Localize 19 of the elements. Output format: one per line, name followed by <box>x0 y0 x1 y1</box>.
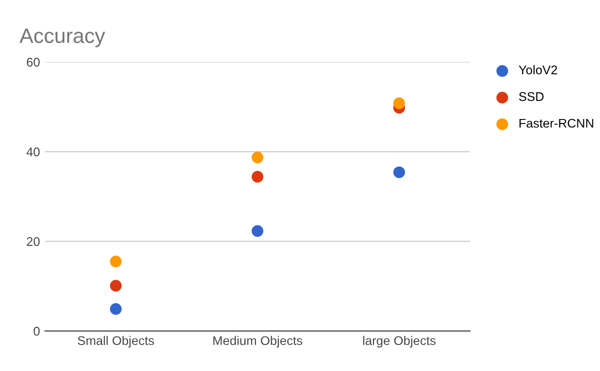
point <box>110 256 122 268</box>
y-tick-label: 60 <box>26 58 40 67</box>
point <box>110 303 122 315</box>
x-tick-label: large Objects <box>363 336 436 348</box>
legend-label: YoloV2 <box>518 65 558 74</box>
y-tick-label: 0 <box>34 326 40 336</box>
x-tick-label: Small Objects <box>78 336 154 348</box>
point <box>252 225 264 237</box>
legend-label: SSD <box>519 92 544 102</box>
y-tick-label: 40 <box>26 147 40 156</box>
point <box>110 280 122 292</box>
legend-label: Faster-RCNN <box>520 118 594 128</box>
point <box>252 170 264 183</box>
x-tick-label: Medium Objects <box>213 336 302 348</box>
point <box>393 97 406 110</box>
y-tick-label: 20 <box>26 237 40 246</box>
point <box>252 152 264 164</box>
point <box>393 166 406 178</box>
chart-title: Accuracy <box>20 28 106 48</box>
